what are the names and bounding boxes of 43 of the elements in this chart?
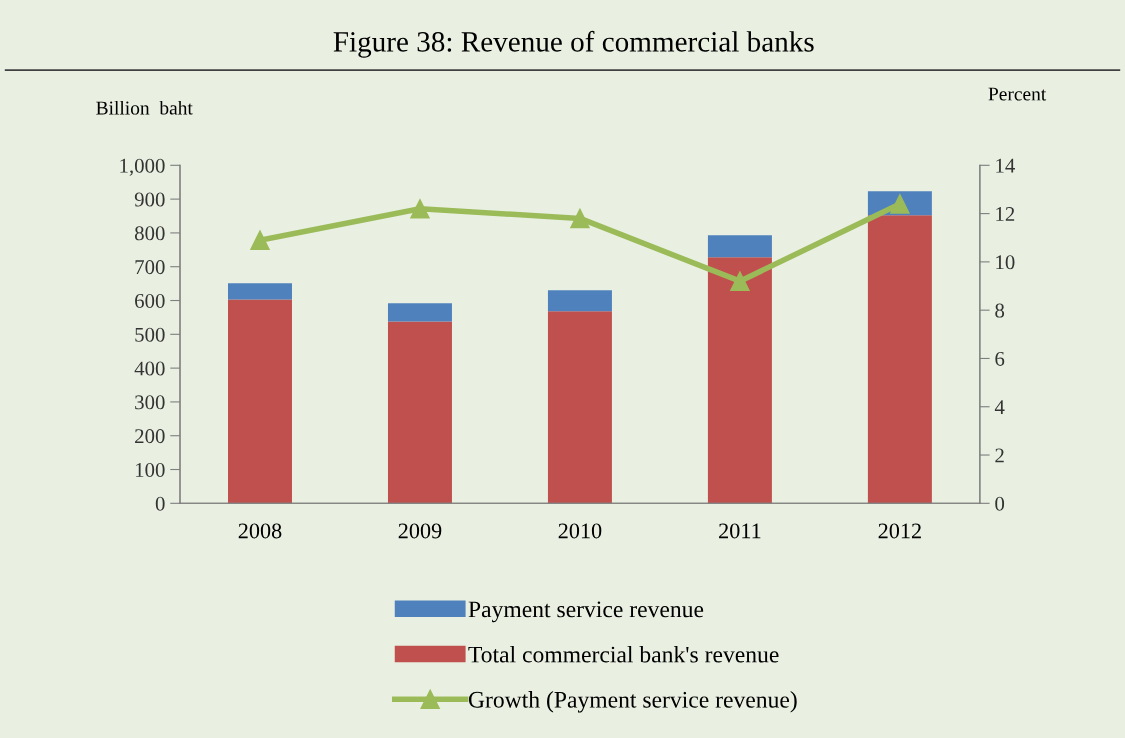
bar [227, 299, 292, 504]
bar [707, 257, 772, 504]
y-tick-label: 0 [155, 496, 165, 511]
y2-tick-label: 14 [996, 158, 1015, 173]
x-tick-label: 2012 [878, 523, 921, 539]
y-tick-label: 900 [134, 192, 165, 207]
bar [387, 321, 452, 504]
y-tick-label: 600 [135, 293, 165, 308]
legend-label: Payment service revenue [468, 601, 704, 623]
y-tick-label: 400 [134, 361, 165, 376]
legend-label: Total commercial bank's revenue [468, 645, 779, 663]
y2-tick-label: 0 [995, 496, 1005, 511]
y-tick-label: 300 [135, 395, 165, 410]
point [730, 271, 750, 291]
y2-tick-label: 2 [995, 448, 1004, 463]
bar [227, 283, 292, 300]
bar [867, 215, 932, 504]
y-tick-label: 500 [135, 327, 165, 342]
bar [387, 303, 452, 322]
x-tick-label: 2010 [558, 523, 602, 539]
bar [547, 290, 612, 312]
y2-tick-label: 8 [995, 303, 1005, 318]
bar [547, 311, 612, 504]
legend-label: Growth (Payment service revenue) [468, 691, 797, 713]
x-tick-label: 2011 [719, 523, 761, 539]
y-tick-label: 1,000 [120, 158, 165, 176]
x-tick-label: 2008 [238, 523, 282, 539]
point [250, 230, 270, 250]
y-axis-title: Billion baht [96, 100, 193, 115]
y2-axis-title: Percent [988, 87, 1047, 101]
chart-title: Figure 38: Revenue of commercial banks [333, 30, 814, 58]
y2-tick-label: 4 [994, 400, 1005, 414]
point [410, 199, 430, 219]
y-tick-label: 700 [135, 260, 165, 275]
y-tick-label: 800 [134, 226, 165, 241]
y-tick-label: 200 [135, 429, 165, 444]
y2-tick-label: 12 [996, 207, 1015, 221]
point [570, 208, 590, 229]
x-tick-label: 2009 [398, 523, 442, 539]
y2-tick-label: 6 [995, 351, 1005, 366]
y-tick-label: 100 [136, 462, 165, 477]
y2-tick-label: 10 [996, 255, 1015, 270]
bar [707, 235, 772, 258]
